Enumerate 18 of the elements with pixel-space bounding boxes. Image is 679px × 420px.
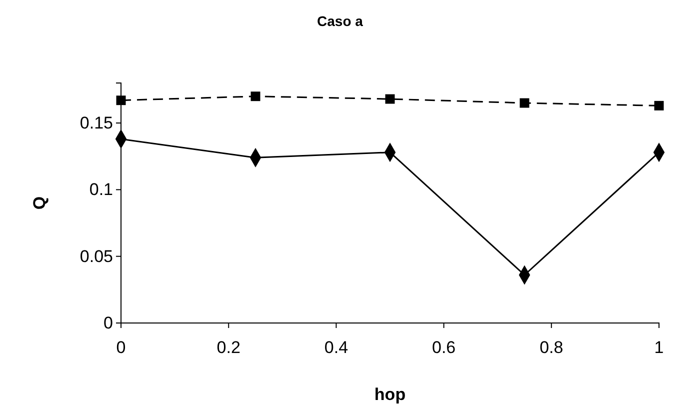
x-tick-label: 0.6 (432, 338, 456, 358)
x-tick-label: 0.4 (324, 338, 348, 358)
y-axis-title: Q (30, 196, 49, 210)
x-tick-label: 0.2 (216, 338, 240, 358)
y-tick-label: 0.1 (89, 180, 113, 200)
x-axis-title: hop (374, 385, 406, 404)
x-tick-label: 0 (116, 338, 126, 358)
point (654, 100, 664, 110)
y-tick-label: 0.15 (80, 113, 113, 132)
y-tick-label: 0 (104, 313, 113, 332)
y-tick-label: 0.05 (80, 246, 113, 266)
point (250, 92, 260, 102)
x-tick-label: 0.8 (540, 338, 564, 358)
point (116, 96, 126, 106)
x-tick-label: 1 (654, 338, 664, 358)
point (520, 98, 530, 108)
chart-title: Caso a (317, 13, 364, 29)
point (385, 94, 395, 104)
